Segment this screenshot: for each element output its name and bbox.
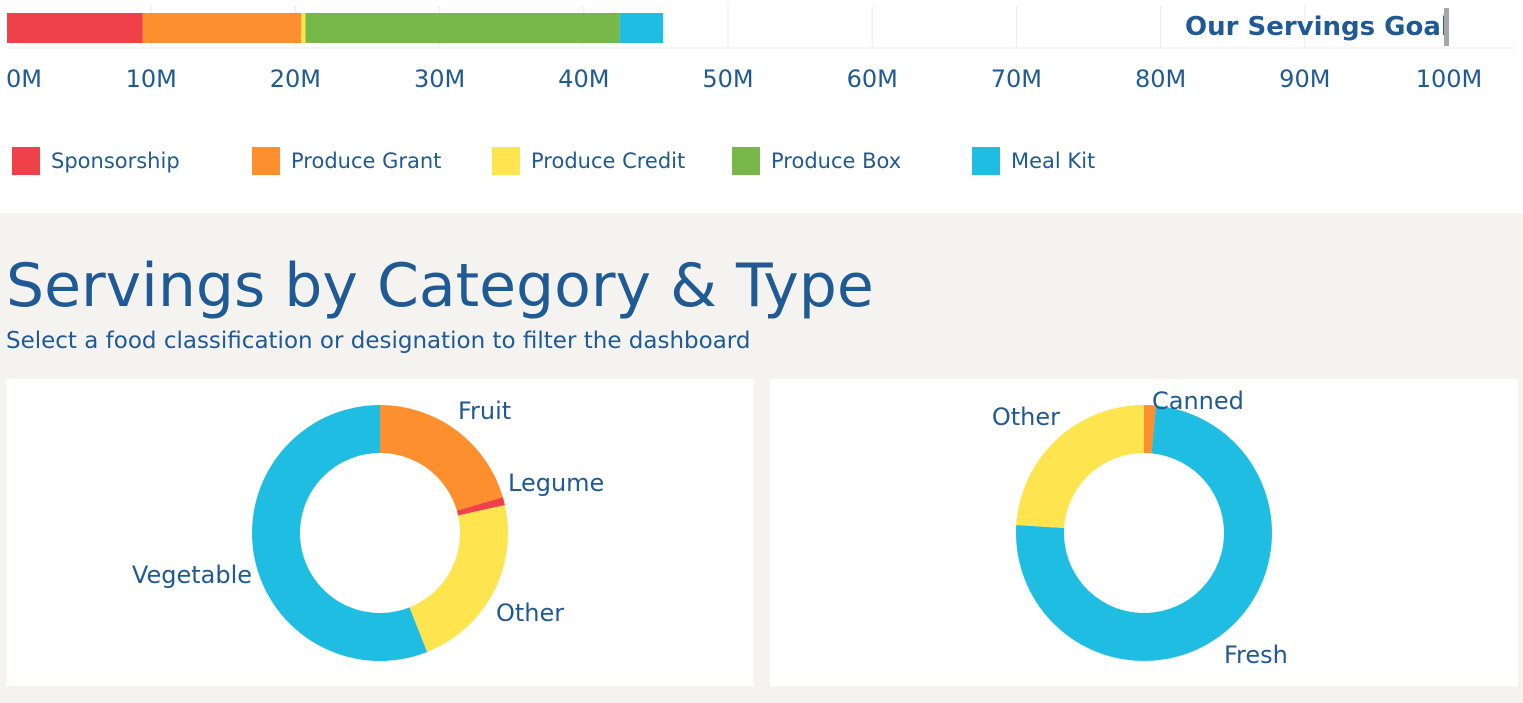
legend-swatch-sponsorship	[12, 147, 40, 175]
type-panel: Canned Fresh Other	[770, 379, 1518, 686]
x-tick-label: 60M	[847, 65, 898, 93]
servings-stacked-bar-chart: 0M 10M 20M 30M 40M 50M 60M 70M 80M 90M 100M	[6, 6, 1515, 93]
donut-label-canned: Canned	[1152, 387, 1244, 415]
funding-legend: Sponsorship Produce Grant Produce Credit…	[0, 140, 1523, 184]
legend-item-produce-grant[interactable]: Produce Grant	[252, 147, 441, 175]
servings-goal-label: Our Servings Goal	[1185, 12, 1450, 42]
donut-slice-other[interactable]	[409, 505, 508, 653]
donut-slice-vegetable[interactable]	[252, 405, 428, 661]
x-tick-label: 40M	[558, 65, 609, 93]
x-tick-label: 70M	[991, 65, 1042, 93]
bar-segment-produce-box[interactable]	[305, 13, 620, 43]
bar-segment-meal-kit[interactable]	[619, 13, 664, 43]
legend-swatch-produce-grant	[252, 147, 280, 175]
donut-slice-other[interactable]	[1016, 405, 1144, 528]
x-tick-label: 30M	[414, 65, 465, 93]
legend-label-produce-box: Produce Box	[771, 149, 902, 173]
legend-item-produce-credit[interactable]: Produce Credit	[492, 147, 685, 175]
legend-item-produce-box[interactable]: Produce Box	[732, 147, 901, 175]
bar-segment-produce-grant[interactable]	[142, 13, 302, 43]
legend-item-meal-kit[interactable]: Meal Kit	[972, 147, 1095, 175]
x-tick-label: 50M	[702, 65, 753, 93]
donut-label-other: Other	[992, 403, 1060, 431]
x-tick-label: 90M	[1279, 65, 1330, 93]
donut-label-vegetable: Vegetable	[132, 561, 252, 589]
x-tick-label: 10M	[126, 65, 177, 93]
x-tick-label: 80M	[1135, 65, 1186, 93]
x-tick-label: 100M	[1416, 65, 1483, 93]
donut-slice-fresh[interactable]	[1016, 405, 1272, 661]
section-title: Servings by Category & Type	[6, 251, 874, 321]
donut-slice-legume[interactable]	[456, 497, 505, 516]
category-donut-chart: Fruit Legume Other Vegetable	[132, 397, 604, 661]
legend-item-sponsorship[interactable]: Sponsorship	[12, 147, 180, 175]
legend-label-produce-grant: Produce Grant	[291, 149, 442, 173]
type-donut-chart: Canned Fresh Other	[992, 387, 1288, 669]
bar-segment-sponsorship[interactable]	[7, 13, 143, 43]
x-tick-label: 20M	[270, 65, 321, 93]
legend-label-meal-kit: Meal Kit	[1011, 149, 1096, 173]
category-type-section: Servings by Category & Type Select a foo…	[0, 213, 1523, 703]
donut-label-fresh: Fresh	[1224, 641, 1288, 669]
x-tick-label: 0M	[6, 65, 42, 93]
donut-label-other: Other	[496, 599, 564, 627]
legend-swatch-produce-box	[732, 147, 760, 175]
legend-label-sponsorship: Sponsorship	[51, 149, 180, 173]
section-subtitle: Select a food classification or designat…	[6, 328, 751, 354]
legend-label-produce-credit: Produce Credit	[531, 149, 686, 173]
legend-swatch-meal-kit	[972, 147, 1000, 175]
bar-segment-produce-credit[interactable]	[301, 13, 306, 43]
donut-label-legume: Legume	[508, 469, 604, 497]
servings-goal-marker	[1444, 8, 1449, 46]
legend-swatch-produce-credit	[492, 147, 520, 175]
donut-slice-fruit[interactable]	[380, 405, 503, 511]
category-panel: Fruit Legume Other Vegetable	[6, 379, 754, 686]
donut-label-fruit: Fruit	[458, 397, 511, 425]
donut-slice-canned[interactable]	[1144, 405, 1157, 454]
